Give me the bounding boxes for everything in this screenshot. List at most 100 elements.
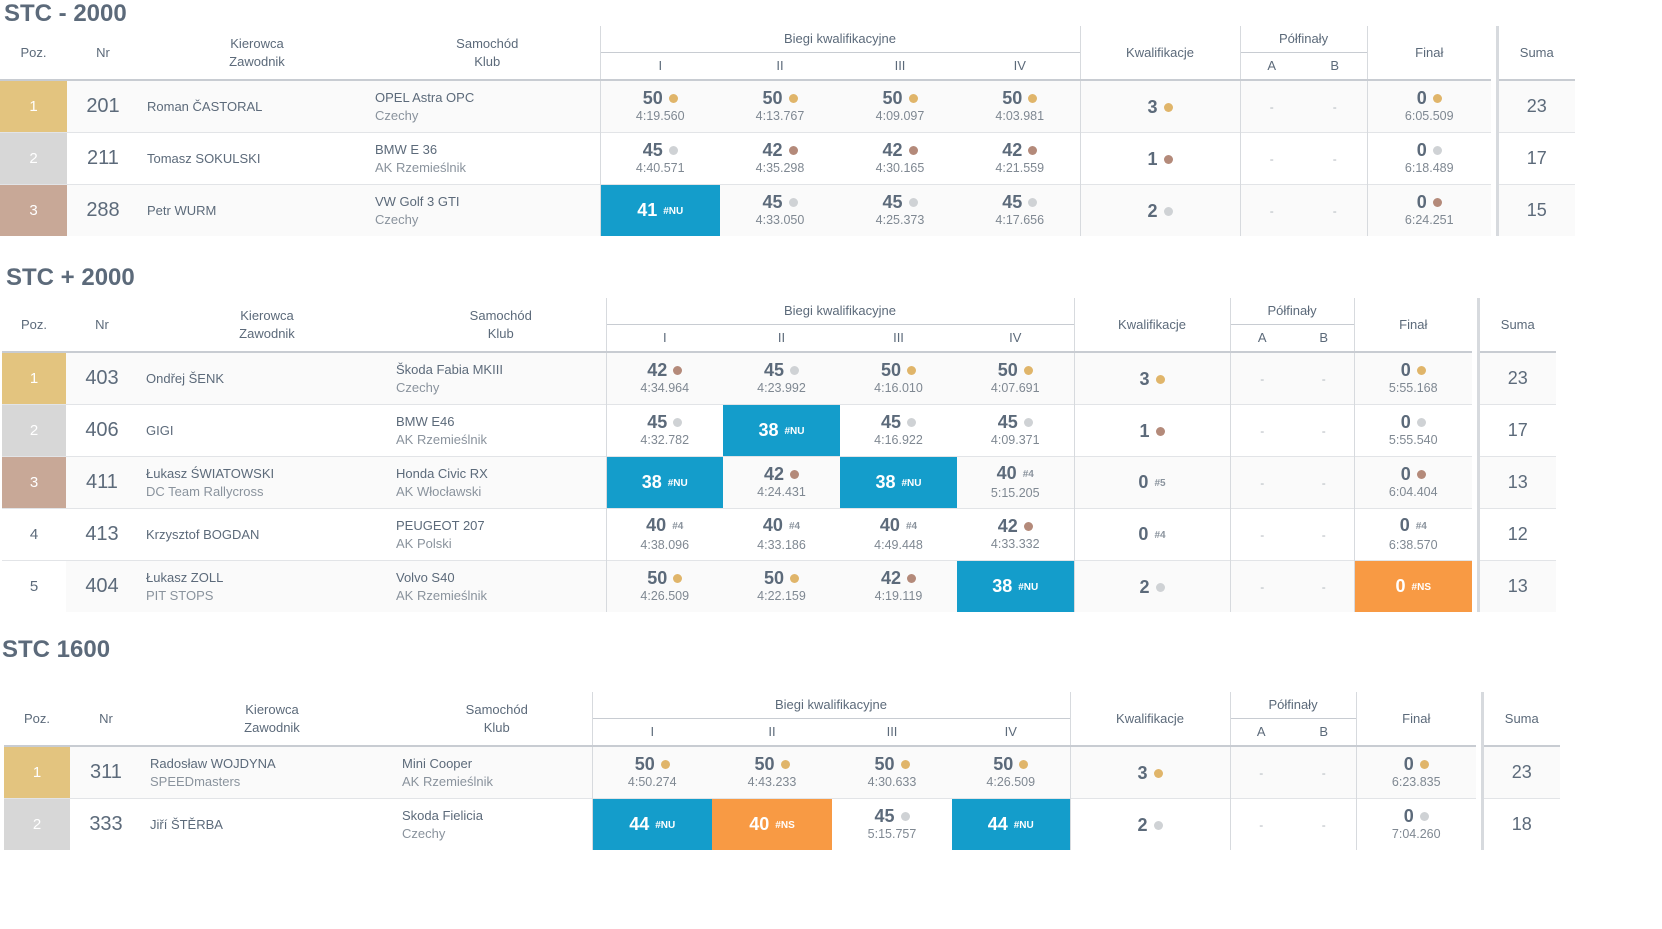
car-model: Škoda Fabia MKIII [396, 361, 503, 377]
driver-cell: Radosław WOJDYNA SPEEDmasters [142, 745, 402, 799]
semifinal-a-cell: - [1229, 798, 1292, 850]
car-cell: PEUGEOT 207 AK Polski [396, 508, 606, 561]
position-cell: 4 [2, 508, 66, 561]
club-name: AK Rzemieślnik [402, 773, 494, 789]
points: 0 [1416, 192, 1427, 212]
heat-result-cell: 50 4:16.010 [840, 351, 957, 405]
header-label: II [768, 724, 776, 739]
gold-medal-icon [790, 574, 800, 583]
silver-medal-icon [900, 812, 910, 821]
status-tag: #NU [1013, 819, 1034, 831]
car-cell: VW Golf 3 GTI Czechy [375, 184, 600, 236]
table-row: 1 311 Radosław WOJDYNA SPEEDmasters Mini Coo… [4, 745, 1561, 799]
points: 0 [1400, 412, 1411, 432]
header-label: Biegi kwalifikacyjne [775, 697, 887, 712]
points: 50 [647, 568, 668, 588]
gold-medal-icon [673, 574, 683, 583]
heat-result-cell: 45 4:25.373 [840, 184, 960, 236]
col-header-semis: Półfinały [1229, 298, 1355, 325]
header-label: III [886, 724, 898, 739]
heat-result-cell: 45 4:09.371 [957, 404, 1075, 457]
header-label: B [1330, 58, 1340, 73]
car-number: 333 [89, 813, 123, 835]
column-separator [1472, 352, 1480, 405]
total-points: 23 [1511, 762, 1532, 782]
points: 50 [993, 754, 1014, 774]
time: 6:38.570 [1388, 538, 1438, 552]
gold-medal-icon [1153, 768, 1163, 778]
total-points: 13 [1507, 472, 1528, 492]
time: 6:04.404 [1388, 485, 1438, 499]
club-name: AK Rzemieślnik [375, 159, 467, 175]
col-header-sum: Suma [1482, 692, 1560, 746]
points: 45 [880, 412, 902, 432]
col-header-sum: Suma [1497, 26, 1575, 80]
header-label: Finał [1399, 316, 1428, 332]
driver-cell: GIGI [138, 404, 396, 457]
sum-cell: 17 [1478, 404, 1557, 457]
status-tag: #NU [784, 425, 805, 437]
status-tag: #4 [905, 521, 918, 532]
header-label: Nr [99, 710, 113, 726]
column-separator [1476, 692, 1484, 746]
position-cell: 3 [2, 456, 66, 509]
points: 42 [762, 140, 783, 160]
gold-medal-icon [1023, 366, 1033, 375]
time: 4:50.274 [627, 775, 677, 789]
time: 4:09.371 [990, 433, 1040, 447]
gold-medal-icon [1028, 94, 1038, 103]
header-label: Biegi kwalifikacyjne [784, 31, 896, 46]
car-cell: OPEL Astra OPC Czechy [375, 79, 600, 133]
time: 4:33.332 [990, 537, 1040, 551]
qualification-cell: 2 [1074, 560, 1230, 612]
car-cell: Mini Cooper AK Rzemieślnik [402, 745, 592, 799]
time: 4:33.186 [757, 538, 806, 552]
driver-name: Roman ČASTORAL [147, 98, 263, 114]
position-cell: 1 [0, 79, 67, 133]
semifinal-a-cell: - [1229, 745, 1292, 799]
points: 0 [1138, 471, 1149, 492]
col-header-nr: Nr [70, 692, 142, 746]
status-tag: #4 [1415, 521, 1427, 532]
heat-result-cell: 42 4:33.332 [957, 508, 1075, 561]
col-header-poz: Poz. [0, 26, 67, 80]
silver-medal-icon [1153, 820, 1163, 830]
semifinal-b-cell: - [1303, 79, 1368, 133]
col-header-qual: Kwalifikacje [1080, 26, 1240, 80]
points: 50 [642, 88, 663, 108]
time: 4:30.165 [875, 161, 925, 175]
heat-result-cell: 40 #NS [712, 798, 832, 850]
time: 4:07.691 [990, 381, 1040, 395]
heat-result-cell: 50 4:50.274 [591, 745, 712, 799]
semifinal-a-cell: - [1229, 560, 1294, 612]
header-label: Klub [483, 719, 510, 735]
points: 42 [647, 360, 668, 380]
car-number: 411 [86, 471, 118, 493]
semifinal-value: - [1321, 527, 1326, 542]
points: 44 [629, 813, 650, 834]
driver-cell: Petr WURM [139, 184, 375, 236]
final-cell: 0 6:24.251 [1367, 184, 1492, 236]
status-tag: #NU [1018, 581, 1039, 593]
bronze-medal-icon [907, 574, 917, 583]
heat-result-cell: 50 4:43.233 [712, 745, 832, 799]
time: 4:09.097 [875, 109, 925, 123]
car-number: 403 [85, 367, 119, 389]
points: 45 [997, 412, 1018, 432]
driver-name: Ondřej ŠENK [146, 370, 225, 386]
table-row: 1 403 Ondřej ŠENK Škoda Fabia MKIII Czechy 42… [2, 351, 1557, 405]
col-header-final: Finał [1356, 692, 1476, 746]
semifinal-b-cell: - [1294, 404, 1355, 457]
column-separator [1491, 80, 1499, 133]
points: 41 [637, 199, 658, 220]
position: 3 [29, 202, 38, 219]
car-model: BMW E 36 [375, 141, 438, 157]
driver-team: PIT STOPS [146, 587, 214, 603]
sum-cell: 13 [1478, 560, 1557, 612]
points: 38 [875, 471, 896, 492]
time: 6:18.489 [1404, 161, 1454, 175]
header-label: Kierowca [240, 307, 294, 323]
header-label: A [1256, 724, 1266, 739]
semifinal-a-cell: - [1229, 456, 1294, 509]
table-row: 2 406 GIGI BMW E46 AK Rzemieślnik 45 4:32.782 3… [2, 404, 1557, 457]
